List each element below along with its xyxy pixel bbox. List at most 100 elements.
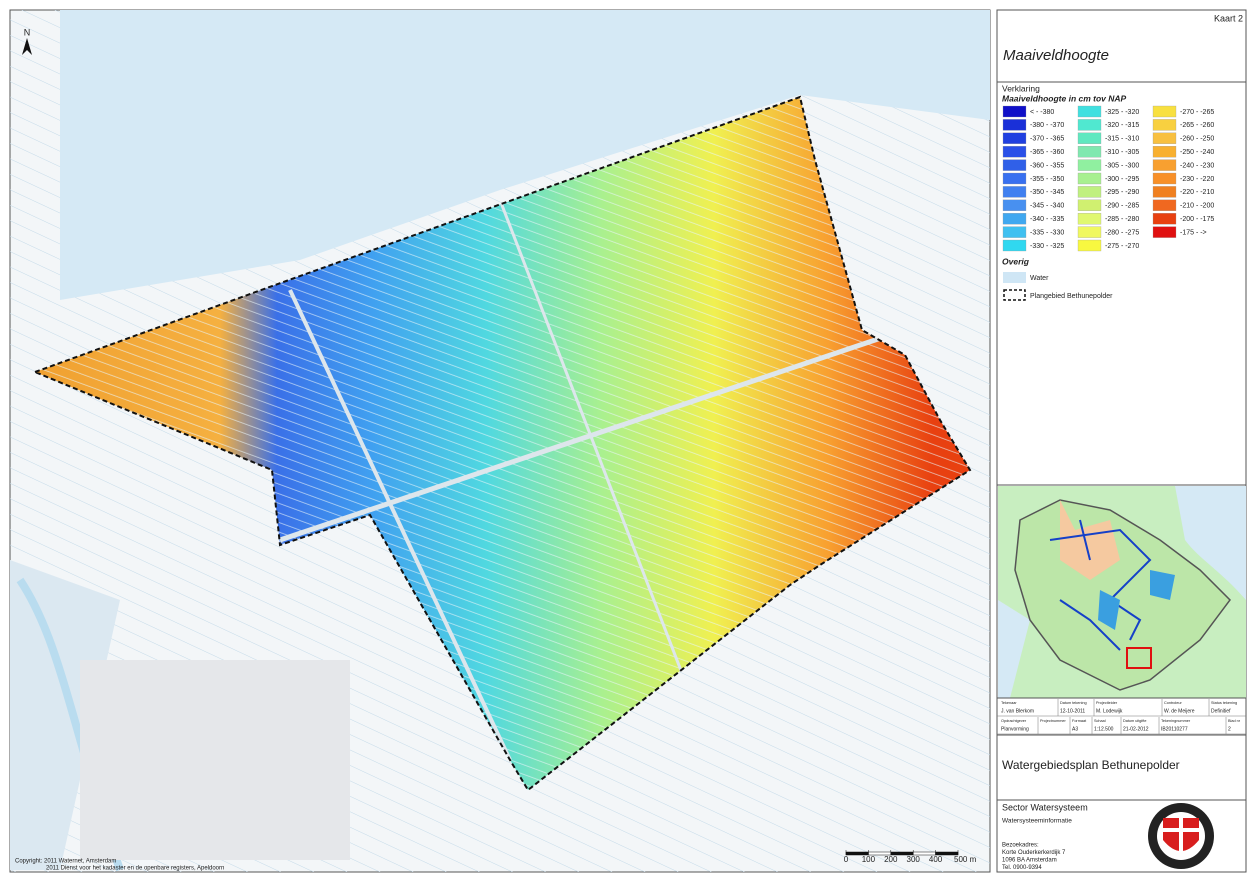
table-head: Opdrachtgever xyxy=(1001,719,1027,723)
legend-label: Plangebied Bethunepolder xyxy=(1030,293,1113,300)
legend-label: -320 - -315 xyxy=(1105,122,1139,129)
map-title: Maaiveldhoogte xyxy=(1003,47,1109,64)
legend-heading: Verklaring xyxy=(1002,83,1040,93)
legend-label: -285 - -280 xyxy=(1105,216,1139,223)
inset-polders xyxy=(1098,570,1175,630)
scale-label: 500 m xyxy=(954,855,977,864)
legend-label: -340 - -335 xyxy=(1030,216,1064,223)
legend-swatch xyxy=(1002,226,1027,238)
table-head: Datum tekening xyxy=(1060,701,1087,705)
table-value: Definitief xyxy=(1211,708,1231,714)
legend-swatch xyxy=(1152,119,1177,131)
legend-swatch xyxy=(1077,172,1102,185)
copyright: 2011 Dienst voor het kadaster en de open… xyxy=(46,866,224,872)
table-value: J. van Blerkom xyxy=(1001,708,1034,714)
legend-swatch xyxy=(1002,146,1027,158)
legend-label: -335 - -330 xyxy=(1030,229,1064,236)
legend-label: -260 - -250 xyxy=(1180,136,1214,143)
legend-label: -290 - -285 xyxy=(1105,203,1139,210)
legend-label: < - -380 xyxy=(1030,109,1054,116)
legend-label: -265 - -260 xyxy=(1180,122,1214,129)
legend-label: -355 - -350 xyxy=(1030,176,1064,183)
info-table: Tekenaar J. van Blerkom Datum tekening 12-1… xyxy=(997,699,1246,735)
panel-frame xyxy=(996,9,1247,873)
urban-area xyxy=(80,660,350,860)
scale-label: 300 xyxy=(907,855,921,864)
logo xyxy=(1148,803,1214,869)
legend-label: -200 - -175 xyxy=(1180,216,1214,223)
legend-swatch xyxy=(1002,186,1027,198)
legend-label: -365 - -360 xyxy=(1030,149,1064,156)
address-line: Tel. 0900-9394 xyxy=(1002,865,1042,871)
legend-label: -295 - -290 xyxy=(1105,189,1139,196)
legend-swatch xyxy=(1002,132,1027,144)
table-value: 21-02-2012 xyxy=(1123,726,1149,732)
legend-label: -280 - -275 xyxy=(1105,229,1139,236)
department: Sector Watersysteem xyxy=(1002,802,1088,812)
table-head: Blad nr xyxy=(1228,719,1241,723)
legend-label: -360 - -355 xyxy=(1030,162,1064,169)
legend-swatch xyxy=(1152,213,1177,225)
department-sub: Watersysteeminformatie xyxy=(1002,818,1072,825)
inset-map xyxy=(998,486,1246,698)
legend-label: -370 - -365 xyxy=(1030,136,1064,143)
legend-label: -210 - -200 xyxy=(1180,203,1214,210)
water xyxy=(10,560,120,870)
inset-water xyxy=(1175,486,1246,600)
north-label: N xyxy=(24,27,31,37)
legend-label: -315 - -310 xyxy=(1105,136,1139,143)
legend-label: -230 - -220 xyxy=(1180,176,1214,183)
legend-swatch xyxy=(1002,213,1027,225)
legend-swatch xyxy=(1077,105,1102,118)
table-head: Status tekening xyxy=(1211,701,1237,705)
map: N Copyright: 2011 Waternet, Amsterdam 20… xyxy=(9,9,991,873)
legend-classes: < - -380 -380 - -370 -370 - -365 -365 - -36… xyxy=(1002,105,1214,252)
legend-swatch xyxy=(1002,105,1027,118)
plan-boundary xyxy=(32,95,972,792)
inset-water xyxy=(998,600,1030,698)
legend-subheading: Overig xyxy=(1002,256,1030,266)
legend-swatch xyxy=(1077,119,1102,131)
legend-label: -325 - -320 xyxy=(1105,109,1139,116)
table-head: Formaat xyxy=(1072,719,1087,723)
legend-swatch xyxy=(1002,239,1027,252)
legend-swatch xyxy=(1077,226,1102,238)
legend-swatch xyxy=(1152,199,1177,211)
legend-swatch xyxy=(1077,213,1102,225)
table-head: Tekenaar xyxy=(1001,701,1017,705)
legend-label: Water xyxy=(1030,275,1049,282)
address-line: 1096 BA Amsterdam xyxy=(1002,858,1057,864)
legend-swatch xyxy=(1152,159,1177,171)
legend-label: -240 - -230 xyxy=(1180,162,1214,169)
table-value: W. de Meijere xyxy=(1164,708,1195,714)
legend-swatch xyxy=(1152,226,1177,238)
address: Bezoekadres:Korte Ouderkerkerdijk 7 1096 … xyxy=(1002,843,1066,872)
scale-label: 100 xyxy=(862,855,876,864)
legend-label: -300 - -295 xyxy=(1105,176,1139,183)
road xyxy=(498,199,702,721)
sheet-number: Kaart 2 xyxy=(1214,13,1243,23)
table-head: Tekeningnummer xyxy=(1161,719,1191,723)
boundary-swatch xyxy=(1003,289,1026,301)
legend-label: -380 - -370 xyxy=(1030,122,1064,129)
legend-label: -250 - -240 xyxy=(1180,149,1214,156)
table-value: 12-10-2011 xyxy=(1060,708,1085,714)
table-value: 1:12.500 xyxy=(1094,726,1114,732)
legend-swatch xyxy=(1002,172,1027,185)
address-line: Bezoekadres: xyxy=(1002,843,1039,849)
legend-swatch xyxy=(1077,146,1102,158)
table-head: Projectnummer xyxy=(1040,719,1066,723)
legend-swatch xyxy=(1002,159,1027,171)
legend-label: -350 - -345 xyxy=(1030,189,1064,196)
legend-swatch xyxy=(1002,119,1027,131)
project-title: Watergebiedsplan Bethunepolder xyxy=(1002,758,1180,772)
inset-urban xyxy=(1060,500,1120,580)
copyright: Copyright: 2011 Waternet, Amsterdam xyxy=(15,859,116,865)
table-value: A3 xyxy=(1072,726,1078,732)
legend-subtitle: Maaiveldhoogte in cm tov NAP xyxy=(1002,93,1127,103)
water-swatch xyxy=(1003,272,1026,283)
scale-label: 0 xyxy=(844,855,849,864)
table-head: Datum uitgifte xyxy=(1123,719,1146,723)
legend-label: -345 - -340 xyxy=(1030,203,1064,210)
